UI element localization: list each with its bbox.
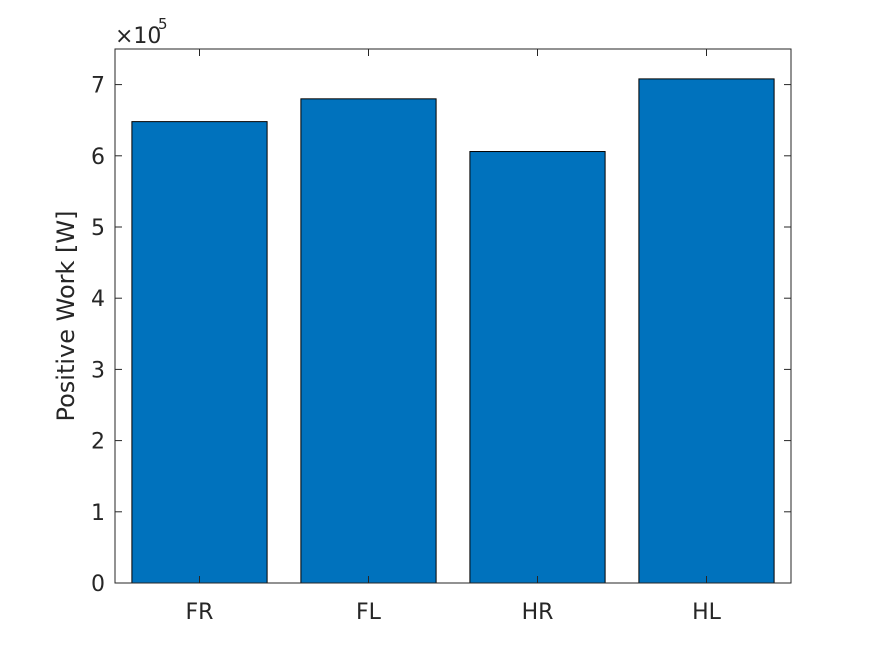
y-tick-label: 6: [91, 145, 105, 170]
y-axis-label: Positive Work [W]: [52, 210, 80, 421]
bar-fr: [131, 121, 268, 584]
y-tick-label: 0: [91, 572, 105, 597]
ticks-layer: FR FL HR HL 0 1 2 3 4 5 6 7: [91, 49, 791, 625]
x-tick-label: HL: [692, 600, 722, 625]
y-tick-label: 1: [91, 501, 105, 526]
x-tick-label: FR: [186, 600, 214, 625]
bar-fl: [300, 98, 437, 584]
bar-hr: [469, 151, 606, 584]
y-exponent-power: 5: [158, 15, 168, 33]
bars-layer: [131, 78, 775, 584]
plot-frame: [114, 48, 792, 584]
bar-hl: [638, 78, 775, 584]
y-tick-label: 2: [91, 430, 105, 455]
y-exponent-multiplier: ×10: [115, 24, 161, 49]
y-tick-label: 3: [91, 358, 105, 383]
y-tick-label: 4: [91, 287, 105, 312]
y-tick-label: 7: [91, 74, 105, 99]
x-tick-label: FL: [356, 600, 382, 625]
y-tick-label: 5: [91, 216, 105, 241]
x-tick-label: HR: [522, 600, 554, 625]
